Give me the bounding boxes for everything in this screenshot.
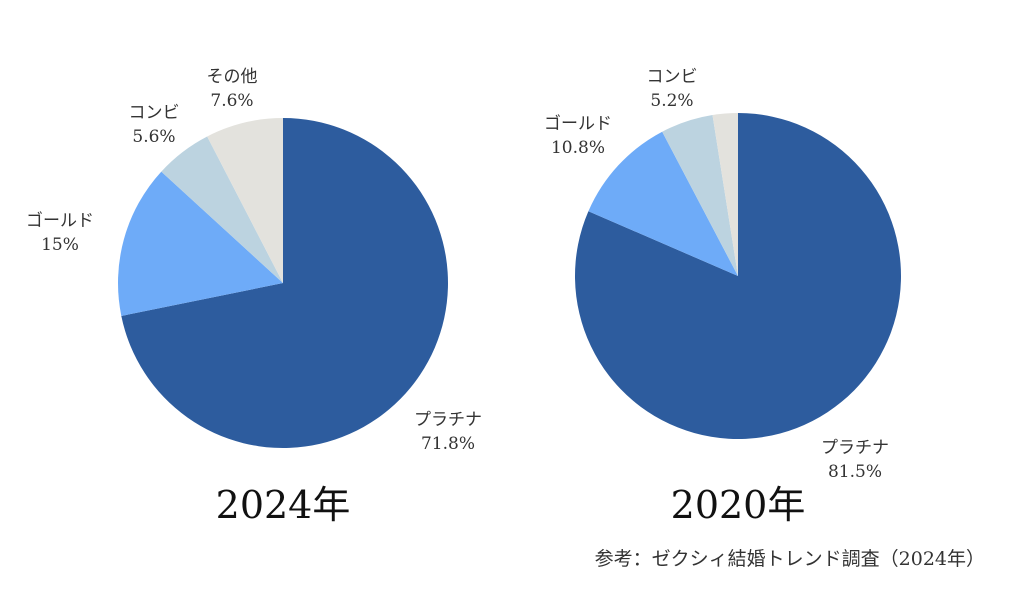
pie-slice-gold-2020 — [588, 131, 738, 276]
pie-slice-other-2020 — [712, 113, 738, 276]
slice-value-gold-2024: 15% — [41, 235, 79, 255]
slice-name-combi-2024: コンビ — [129, 103, 180, 123]
slice-name-platinum-2024: プラチナ — [414, 410, 482, 430]
slice-value-other-2024: 7.6% — [210, 91, 253, 111]
chart-title-2024: 2024年 — [216, 483, 351, 527]
pie-labels-2024: プラチナ 71.8% ゴールド 15% コンビ 5.6% その他 7.6% — [26, 67, 482, 454]
pie-slice-platinum-2024 — [121, 118, 448, 449]
pie-slices-2020 — [575, 113, 902, 439]
slice-value-combi-2024: 5.6% — [132, 127, 175, 147]
slice-name-gold-2020: ゴールド — [544, 113, 612, 134]
slice-name-gold-2024: ゴールド — [26, 210, 94, 231]
pie-slice-combi-2024 — [161, 136, 283, 283]
slice-value-gold-2020: 10.8% — [551, 138, 605, 158]
slice-name-other-2024: その他 — [207, 67, 258, 87]
slice-value-platinum-2020: 81.5% — [828, 462, 882, 482]
pie-slices-2024 — [118, 118, 448, 449]
pie-labels-2020: プラチナ 81.5% ゴールド 10.8% コンビ 5.2% — [544, 67, 889, 482]
slice-name-combi-2020: コンビ — [647, 67, 698, 87]
slice-value-combi-2020: 5.2% — [650, 91, 693, 111]
pie-slice-combi-2020 — [662, 115, 738, 276]
pie-slice-platinum-2020 — [575, 113, 902, 439]
slice-name-platinum-2020: プラチナ — [821, 438, 889, 458]
pie-slice-gold-2024 — [118, 171, 283, 316]
slice-value-platinum-2024: 71.8% — [421, 434, 475, 454]
pie-slice-other-2024 — [207, 118, 283, 283]
source-note: 参考：ゼクシィ結婚トレンド調査（2024年） — [595, 548, 985, 570]
chart-title-2020: 2020年 — [671, 483, 806, 527]
pie-chart-2020: プラチナ 81.5% ゴールド 10.8% コンビ 5.2% 2020年 — [544, 67, 902, 527]
pie-chart-2024: プラチナ 71.8% ゴールド 15% コンビ 5.6% その他 7.6% 2024年 — [26, 67, 482, 527]
